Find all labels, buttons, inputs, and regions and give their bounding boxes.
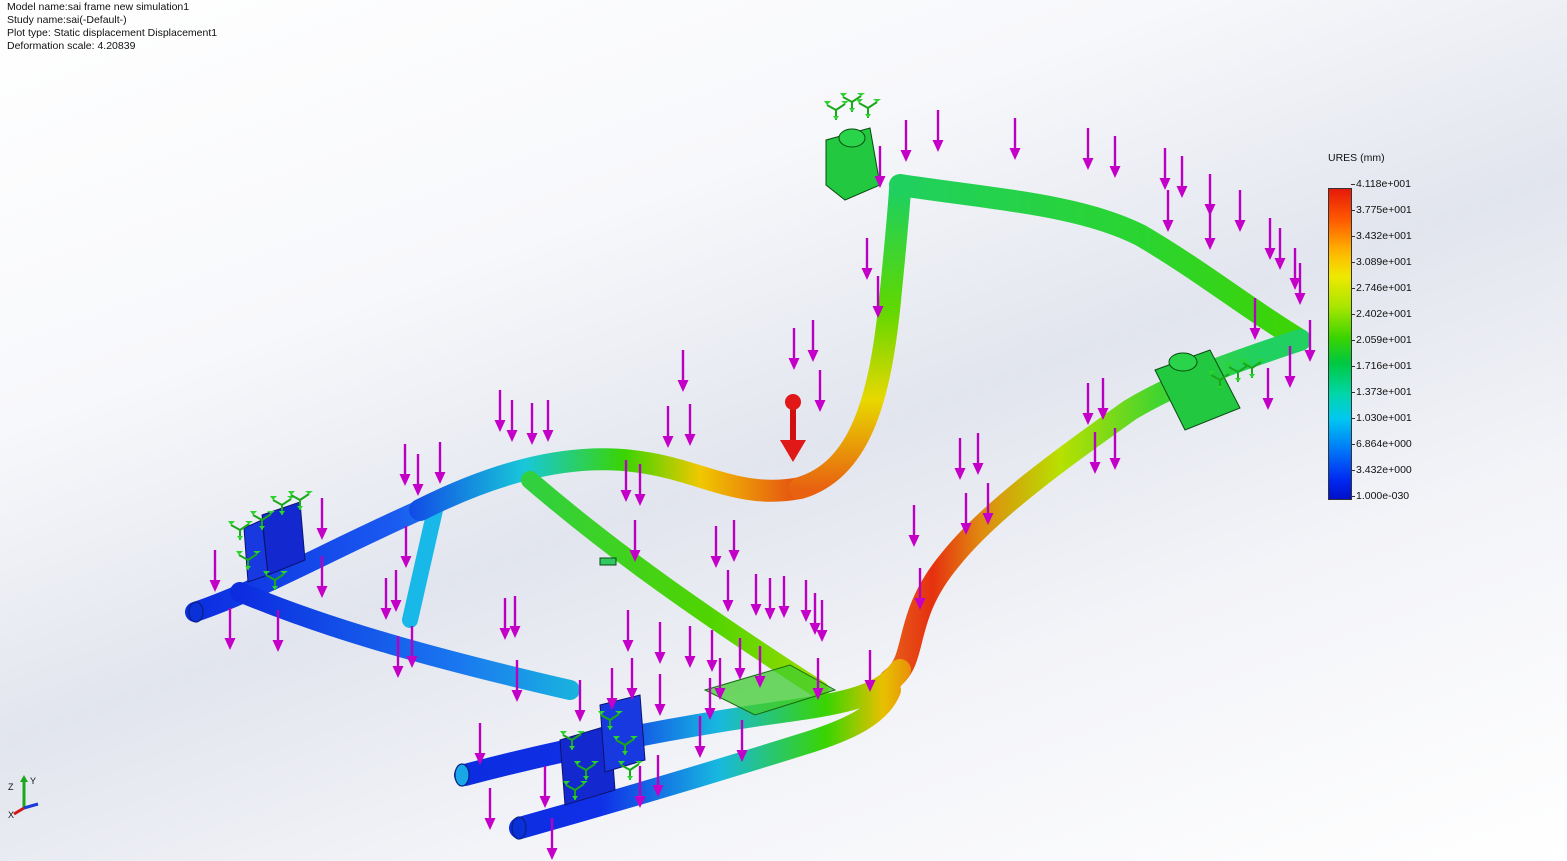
legend-title: URES (mm): [1328, 152, 1385, 164]
legend-tick: 1.716e+001: [1351, 360, 1412, 372]
model-name-label: Model name:sai frame new simulation1: [7, 1, 190, 13]
legend-tick: 1.373e+001: [1351, 386, 1412, 398]
diagonal-tube: [521, 471, 829, 699]
right-down-tube: [879, 329, 1311, 691]
legend-tick: 1.030e+001: [1351, 412, 1412, 424]
triad-y-label: Y: [30, 776, 36, 786]
legend-tick: 3.432e+000: [1351, 464, 1412, 476]
rear-cross-tube: [402, 502, 443, 628]
z-axis-icon: [13, 806, 25, 816]
legend-tick: 2.059e+001: [1351, 334, 1412, 346]
legend-tick: 3.432e+001: [1351, 230, 1412, 242]
tube-end-caps: [188, 601, 527, 840]
plot-type-label: Plot type: Static displacement Displacem…: [7, 27, 218, 39]
triad-z-label: Z: [8, 782, 14, 792]
legend-tick: 6.864e+000: [1351, 438, 1412, 450]
y-arrow-icon: [20, 775, 28, 782]
deformation-scale-label: Deformation scale: 4.20839: [7, 40, 136, 52]
orientation-triad[interactable]: Z X Y: [4, 774, 44, 820]
remote-load-marker: [780, 394, 806, 462]
front-rise-tube: [789, 179, 911, 499]
legend-tick: 3.089e+001: [1351, 256, 1412, 268]
top-tube: [889, 174, 1311, 351]
legend-tick: 3.775e+001: [1351, 204, 1412, 216]
legend-tick: 2.402e+001: [1351, 308, 1412, 320]
results-legend: URES (mm) 4.118e+001 3.775e+001 3.432e+0…: [1326, 150, 1446, 510]
top-bracket: [825, 127, 881, 201]
triad-x-label: X: [8, 810, 14, 820]
frame-tubes: [185, 174, 1311, 839]
legend-tick: 1.000e-030: [1350, 490, 1410, 502]
x-axis-icon: [23, 802, 39, 810]
rear-lower-tube: [230, 582, 580, 700]
legend-color-bar: [1328, 188, 1352, 500]
front-lower-tube-2: [509, 679, 901, 839]
legend-tick: 2.746e+001: [1351, 282, 1412, 294]
front-bracket: [559, 694, 646, 806]
right-bracket: [1154, 349, 1241, 431]
seat-plate: [599, 557, 837, 716]
front-lower-tube: [454, 659, 911, 786]
rear-upper-tube: [185, 500, 430, 622]
legend-tick: 4.118e+001: [1351, 178, 1411, 190]
study-name-label: Study name:sai(-Default-): [7, 14, 127, 26]
plot-header: Model name:sai frame new simulation1 Stu…: [7, 1, 217, 53]
